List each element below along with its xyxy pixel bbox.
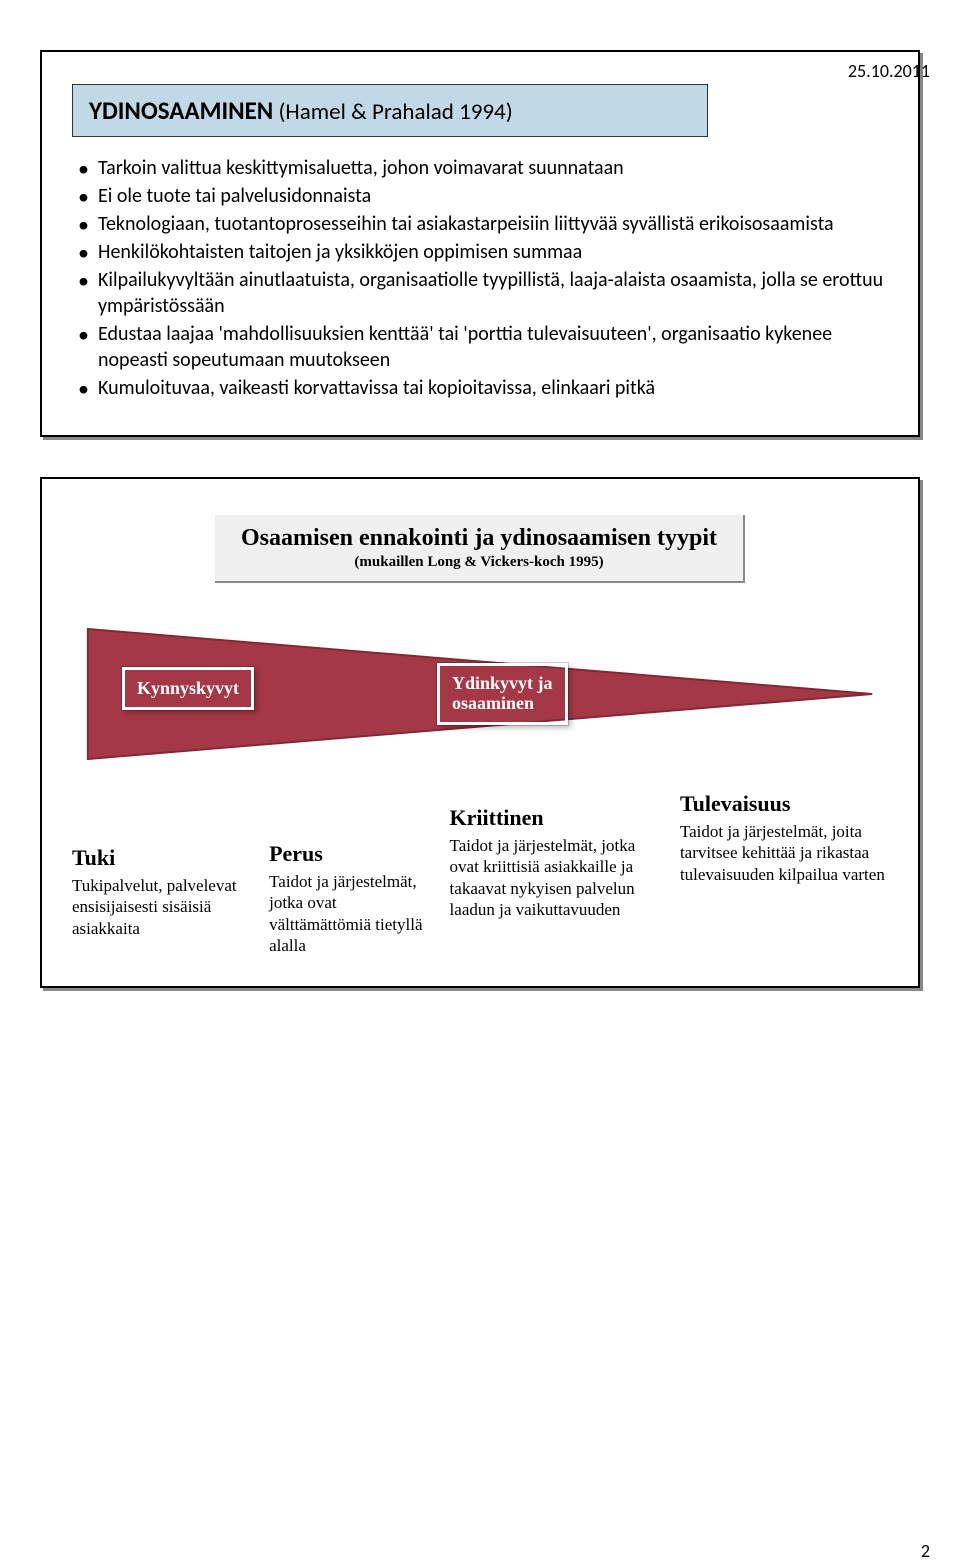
slide2-title-box: Osaamisen ennakointi ja ydinosaamisen ty… bbox=[215, 515, 745, 583]
slide-2: Osaamisen ennakointi ja ydinosaamisen ty… bbox=[40, 477, 920, 988]
list-item: Ei ole tuote tai palvelusidonnaista bbox=[78, 183, 888, 209]
slide1-title-main: YDINOSAAMINEN bbox=[89, 95, 273, 126]
triangle-diagram: Kynnyskyvyt Ydinkyvyt ja osaaminen bbox=[82, 619, 878, 769]
slide1-title-sub: (Hamel & Prahalad 1994) bbox=[273, 98, 512, 126]
triangle-label2-line2: osaaminen bbox=[452, 693, 534, 713]
slide1-title-box: YDINOSAAMINEN (Hamel & Prahalad 1994) bbox=[72, 84, 708, 137]
col-body-perus: Taidot ja järjestelmät, jotka ovat vältt… bbox=[269, 871, 435, 956]
column-kriittinen: Kriittinen Taidot ja järjestelmät, jotka… bbox=[450, 805, 666, 920]
triangle-label-kynnyskyvyt: Kynnyskyvyt bbox=[122, 667, 254, 710]
slide-1: YDINOSAAMINEN (Hamel & Prahalad 1994) Ta… bbox=[40, 50, 920, 437]
list-item: Kumuloituvaa, vaikeasti korvattavissa ta… bbox=[78, 375, 888, 401]
slide2-title-wrap: Osaamisen ennakointi ja ydinosaamisen ty… bbox=[72, 515, 888, 583]
col-title-kriittinen: Kriittinen bbox=[450, 805, 666, 831]
column-perus: Perus Taidot ja järjestelmät, jotka ovat… bbox=[269, 841, 435, 956]
triangle-label2-line1: Ydinkyvyt ja bbox=[452, 673, 553, 693]
triangle-label-ydinkyvyt: Ydinkyvyt ja osaaminen bbox=[437, 663, 568, 725]
col-title-tulevaisuus: Tulevaisuus bbox=[680, 791, 888, 817]
column-tulevaisuus: Tulevaisuus Taidot ja järjestelmät, joit… bbox=[680, 791, 888, 885]
col-body-kriittinen: Taidot ja järjestelmät, jotka ovat kriit… bbox=[450, 835, 666, 920]
columns-row: Tuki Tukipalvelut, palvelevat ensisijais… bbox=[72, 797, 888, 956]
col-title-perus: Perus bbox=[269, 841, 435, 867]
col-body-tulevaisuus: Taidot ja järjestelmät, joita tarvitsee … bbox=[680, 821, 888, 885]
slide2-title: Osaamisen ennakointi ja ydinosaamisen ty… bbox=[241, 525, 717, 552]
list-item: Henkilökohtaisten taitojen ja yksikköjen… bbox=[78, 239, 888, 265]
column-tuki: Tuki Tukipalvelut, palvelevat ensisijais… bbox=[72, 845, 255, 939]
page-number: 2 bbox=[921, 1540, 930, 1562]
col-title-tuki: Tuki bbox=[72, 845, 255, 871]
slide2-subtitle: (mukaillen Long & Vickers-koch 1995) bbox=[241, 554, 717, 571]
list-item: Kilpailukyvyltään ainutlaatuista, organi… bbox=[78, 267, 888, 319]
slide1-title: YDINOSAAMINEN (Hamel & Prahalad 1994) bbox=[89, 95, 513, 126]
list-item: Edustaa laajaa 'mahdollisuuksien kenttää… bbox=[78, 321, 888, 373]
col-body-tuki: Tukipalvelut, palvelevat ensisijaisesti … bbox=[72, 875, 255, 939]
slide1-bullet-list: Tarkoin valittua keskittymisaluetta, joh… bbox=[72, 155, 888, 401]
list-item: Teknologiaan, tuotantoprosesseihin tai a… bbox=[78, 211, 888, 237]
page-date: 25.10.2011 bbox=[848, 60, 930, 82]
list-item: Tarkoin valittua keskittymisaluetta, joh… bbox=[78, 155, 888, 181]
